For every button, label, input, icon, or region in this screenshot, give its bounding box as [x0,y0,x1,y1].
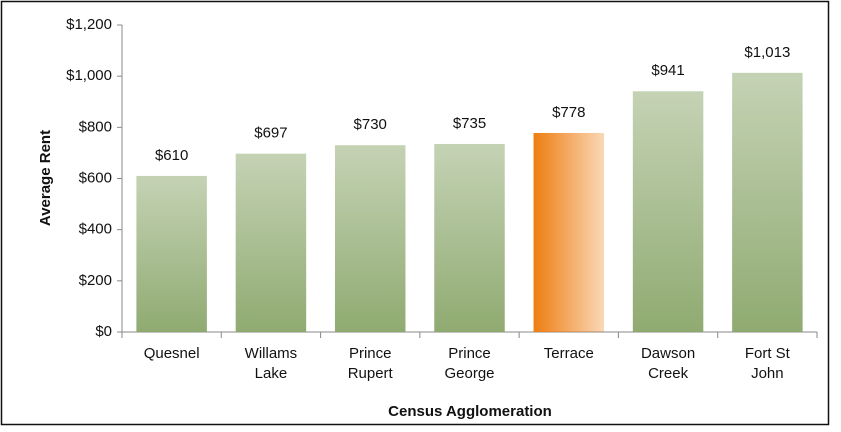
data-label: $610 [155,147,188,164]
data-label: $697 [254,125,287,142]
data-label: $1,013 [744,44,790,61]
x-tick-label: Prince [349,345,392,362]
x-tick-label: Lake [255,365,288,382]
bar [334,145,406,332]
data-label: $735 [453,115,486,132]
y-tick-label: $600 [79,169,112,186]
bar [136,175,207,332]
x-axis-title: Census Agglomeration [388,403,552,420]
x-tick-label: George [444,365,494,382]
bar [533,132,605,332]
x-tick-label: Terrace [544,345,594,362]
bar [632,91,704,332]
x-tick-label: Willams [245,345,298,362]
bar [732,72,803,333]
y-tick-label: $200 [79,272,112,289]
x-tick-label: Creek [648,365,689,382]
x-tick-label: Dawson [641,345,695,362]
y-tick-label: $0 [95,323,112,340]
y-tick-label: $1,000 [66,67,112,84]
data-label: $778 [552,104,585,121]
y-axis-title: Average Rent [37,130,54,226]
x-tick-label: Rupert [348,365,394,382]
y-tick-label: $1,200 [66,16,112,33]
data-label: $941 [651,62,684,79]
bar [235,153,307,332]
y-tick-label: $400 [79,221,112,238]
y-tick-label: $800 [79,118,112,135]
chart-border [0,0,830,426]
x-tick-label: Quesnel [144,345,200,362]
bar [434,143,505,332]
x-tick-label: Fort St [745,345,791,362]
x-tick-label: John [751,365,784,382]
data-label: $730 [354,116,387,133]
x-tick-label: Prince [448,345,491,362]
